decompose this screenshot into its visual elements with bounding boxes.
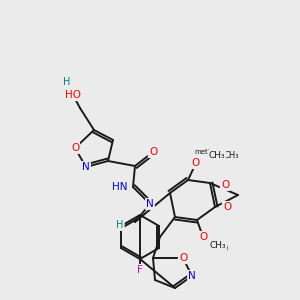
Text: O: O (179, 253, 187, 263)
Text: H: H (63, 77, 71, 87)
Text: CH₃: CH₃ (223, 152, 239, 160)
Text: O: O (199, 232, 207, 242)
Text: O: O (221, 180, 229, 190)
Text: CH₃: CH₃ (210, 242, 226, 250)
Text: O: O (149, 147, 157, 157)
Text: O: O (71, 143, 79, 153)
Text: CH₃: CH₃ (209, 151, 225, 160)
Text: N: N (188, 271, 196, 281)
Text: HO: HO (65, 90, 81, 100)
Text: O: O (223, 202, 231, 212)
Text: N: N (82, 162, 90, 172)
Text: CH₃: CH₃ (213, 244, 229, 253)
Text: H: H (116, 220, 124, 230)
Text: methoxy: methoxy (195, 149, 225, 155)
Text: N: N (146, 199, 154, 209)
Text: O: O (199, 232, 207, 242)
Text: F: F (137, 265, 143, 275)
Text: O: O (192, 158, 200, 168)
Text: HN: HN (112, 182, 128, 192)
Text: O: O (192, 158, 200, 168)
